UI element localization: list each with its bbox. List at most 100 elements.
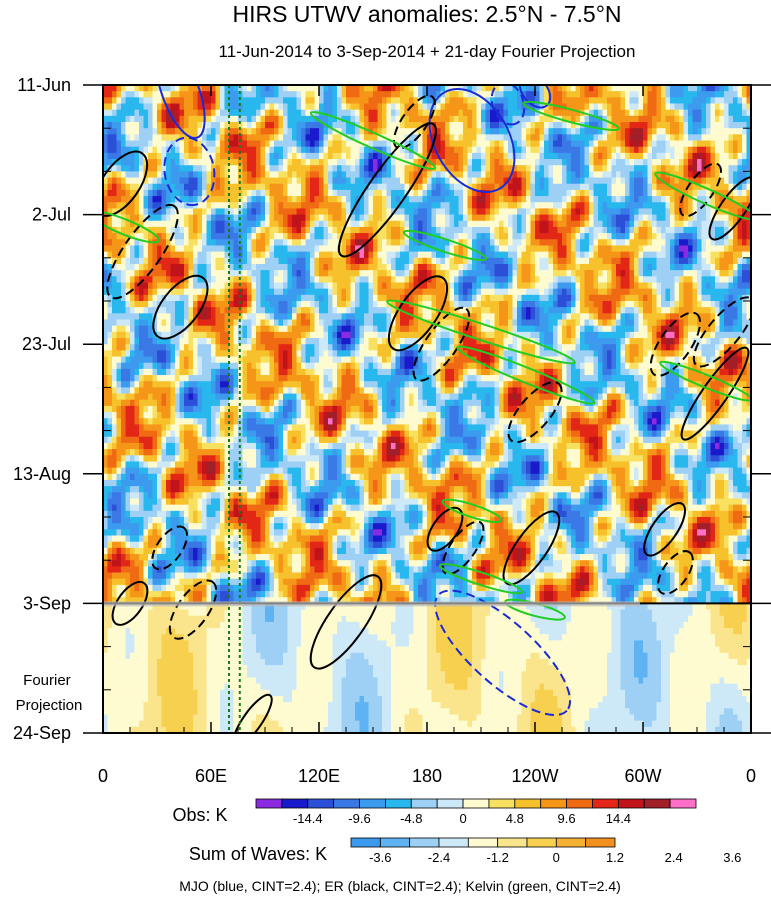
anomaly-cell (593, 208, 599, 216)
anomaly-cell (517, 183, 523, 191)
anomaly-cell (445, 128, 451, 135)
anomaly-cell (305, 177, 311, 185)
anomaly-cell (634, 263, 640, 271)
anomaly-cell (508, 196, 514, 203)
anomaly-cell (229, 288, 235, 296)
anomaly-cell (620, 177, 626, 185)
anomaly-cell (742, 109, 748, 117)
anomaly-cell (215, 202, 221, 210)
anomaly-cell (508, 146, 514, 154)
anomaly-cell (427, 196, 433, 203)
anomaly-cell (683, 270, 689, 277)
anomaly-cell (355, 294, 361, 302)
anomaly-cell (157, 109, 163, 117)
anomaly-cell (607, 152, 613, 160)
anomaly-cell (233, 183, 239, 191)
anomaly-cell (269, 288, 275, 296)
anomaly-cell (737, 183, 743, 191)
anomaly-cell (404, 245, 410, 253)
anomaly-cell (256, 257, 262, 265)
anomaly-cell (652, 257, 658, 265)
anomaly-cell (112, 134, 118, 142)
anomaly-cell (283, 288, 289, 296)
anomaly-cell (674, 220, 680, 228)
anomaly-cell (481, 239, 487, 247)
anomaly-cell (346, 202, 352, 210)
anomaly-cell (292, 122, 298, 129)
anomaly-cell (193, 85, 199, 92)
anomaly-cell (346, 103, 352, 111)
anomaly-cell (598, 276, 604, 284)
anomaly-cell (526, 152, 532, 160)
anomaly-cell (404, 109, 410, 117)
anomaly-cell (710, 251, 716, 259)
anomaly-cell (247, 294, 253, 302)
anomaly-cell (431, 109, 437, 117)
anomaly-cell (535, 282, 541, 290)
anomaly-cell (350, 226, 356, 234)
anomaly-cell (728, 270, 734, 277)
anomaly-cell (445, 189, 451, 197)
anomaly-cell (607, 183, 613, 191)
anomaly-cell (152, 85, 158, 92)
anomaly-cell (287, 109, 293, 117)
anomaly-cell (157, 196, 163, 203)
anomaly-cell (152, 282, 158, 290)
anomaly-cell (440, 134, 446, 142)
anomaly-cell (413, 270, 419, 277)
anomaly-cell (449, 177, 455, 185)
anomaly-cell (701, 122, 707, 129)
anomaly-cell (220, 122, 226, 129)
anomaly-cell (553, 251, 559, 259)
anomaly-cell (413, 85, 419, 92)
anomaly-cell (589, 208, 595, 216)
anomaly-cell (256, 177, 262, 185)
anomaly-cell (566, 257, 572, 265)
anomaly-cell (683, 233, 689, 240)
anomaly-cell (530, 189, 536, 197)
anomaly-cell (355, 159, 361, 166)
anomaly-cell (526, 220, 532, 228)
anomaly-cell (503, 214, 509, 222)
anomaly-cell (382, 189, 388, 197)
anomaly-cell (251, 140, 257, 148)
anomaly-cell (494, 134, 500, 142)
anomaly-cell (310, 103, 316, 111)
anomaly-cell (737, 103, 743, 111)
anomaly-cell (616, 165, 622, 172)
anomaly-cell (436, 146, 442, 154)
anomaly-cell (494, 122, 500, 129)
anomaly-cell (670, 282, 676, 290)
anomaly-cell (728, 239, 734, 247)
anomaly-cell (692, 226, 698, 234)
anomaly-cell (292, 202, 298, 210)
anomaly-cell (274, 128, 280, 135)
anomaly-cell (566, 97, 572, 105)
anomaly-cell (485, 85, 491, 92)
anomaly-cell (125, 177, 131, 185)
anomaly-cell (170, 282, 176, 290)
anomaly-cell (526, 109, 532, 117)
anomaly-cell (746, 208, 751, 216)
anomaly-cell (409, 97, 415, 105)
anomaly-cell (544, 91, 550, 98)
anomaly-cell (404, 103, 410, 111)
anomaly-cell (215, 233, 221, 240)
anomaly-cell (544, 276, 550, 284)
anomaly-cell (188, 220, 194, 228)
anomaly-cell (728, 115, 734, 123)
anomaly-cell (134, 103, 140, 111)
anomaly-cell (134, 202, 140, 210)
anomaly-cell (463, 140, 469, 148)
anomaly-cell (431, 226, 437, 234)
anomaly-cell (296, 159, 302, 166)
anomaly-cell (125, 196, 131, 203)
anomaly-cell (710, 115, 716, 123)
anomaly-cell (193, 196, 199, 203)
anomaly-cell (278, 251, 284, 259)
anomaly-cell (679, 177, 685, 185)
anomaly-cell (719, 122, 725, 129)
anomaly-cell (359, 196, 365, 203)
anomaly-cell (701, 159, 707, 166)
anomaly-cell (674, 134, 680, 142)
